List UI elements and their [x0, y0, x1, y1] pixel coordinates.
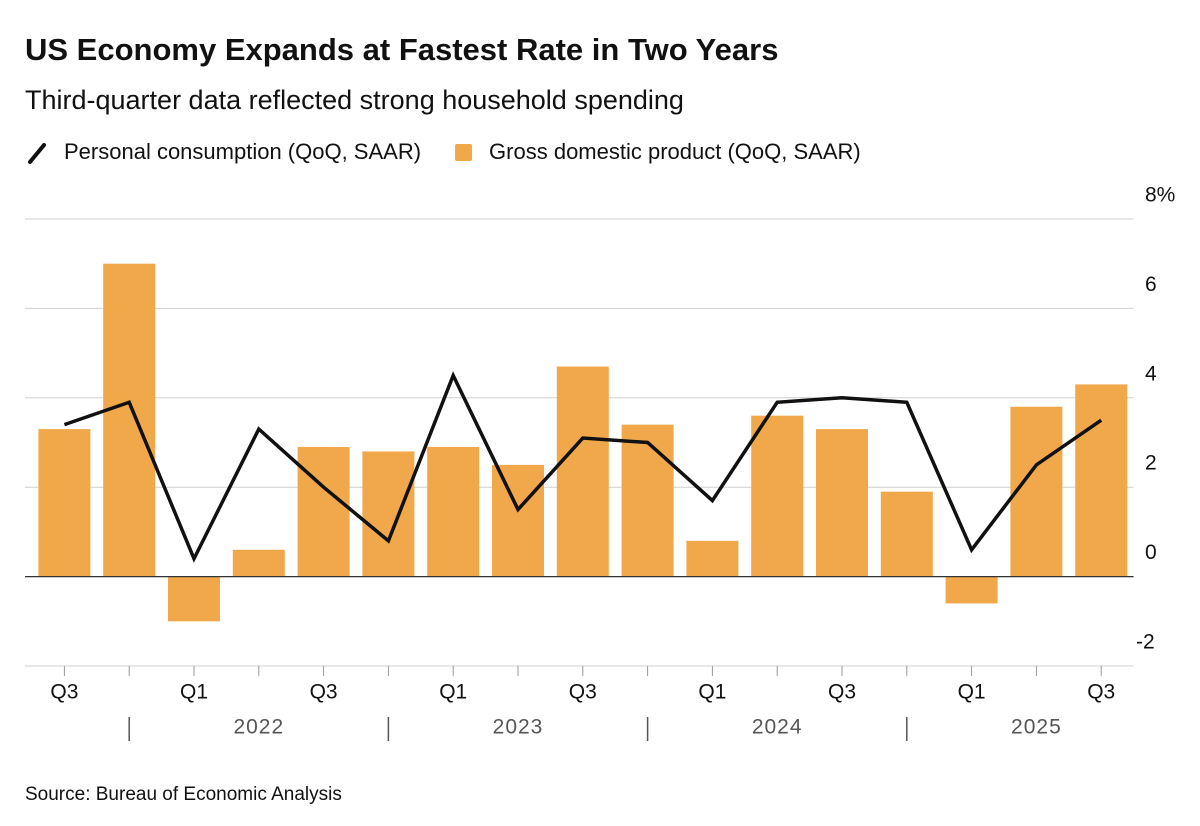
- bar: [362, 451, 415, 577]
- source: Source: Bureau of Economic Analysis: [25, 784, 342, 805]
- bar: [880, 491, 933, 577]
- legend-label: Gross domestic product (QoQ, SAAR): [489, 139, 861, 164]
- bar: [816, 429, 868, 577]
- y-tick-label: 8%: [1145, 184, 1175, 207]
- x-tick-label: Q1: [958, 681, 986, 704]
- x-tick-label: Q1: [439, 681, 467, 704]
- y-tick-label: 6: [1145, 273, 1157, 296]
- y-tick-label: 0: [1145, 541, 1157, 564]
- bar: [38, 429, 91, 577]
- bar: [297, 446, 350, 577]
- year-label: 2025: [1011, 716, 1062, 739]
- legend-swatch: [455, 144, 473, 161]
- x-tick-label: Q3: [569, 681, 597, 704]
- bar: [945, 576, 998, 604]
- x-tick-label: Q3: [50, 681, 78, 704]
- y-tick-label: -2: [1136, 631, 1155, 654]
- bar: [1010, 406, 1063, 577]
- year-label: 2023: [493, 716, 544, 739]
- bar: [427, 446, 480, 577]
- y-tick-label: 4: [1145, 362, 1157, 385]
- year-label: 2024: [752, 716, 803, 739]
- bar: [556, 366, 609, 577]
- bar: [751, 415, 804, 577]
- bar: [492, 464, 544, 577]
- chart-subtitle: Third-quarter data reflected strong hous…: [25, 85, 684, 115]
- y-tick-label: 2: [1145, 452, 1157, 475]
- year-label: 2022: [233, 716, 284, 739]
- chart-title: US Economy Expands at Fastest Rate in Tw…: [25, 32, 778, 67]
- bar: [232, 549, 285, 577]
- legend-swatch: [28, 143, 46, 164]
- x-tick-label: Q1: [698, 681, 726, 704]
- x-tick-label: Q3: [310, 681, 338, 704]
- x-tick-label: Q3: [828, 681, 856, 704]
- x-tick-label: Q1: [180, 681, 208, 704]
- bar: [103, 263, 156, 577]
- bar: [1075, 384, 1128, 577]
- bar: [621, 424, 674, 577]
- legend-label: Personal consumption (QoQ, SAAR): [64, 139, 421, 164]
- line: [63, 371, 1103, 563]
- bar: [686, 540, 739, 577]
- bar: [168, 576, 220, 622]
- x-tick-label: Q3: [1087, 681, 1115, 704]
